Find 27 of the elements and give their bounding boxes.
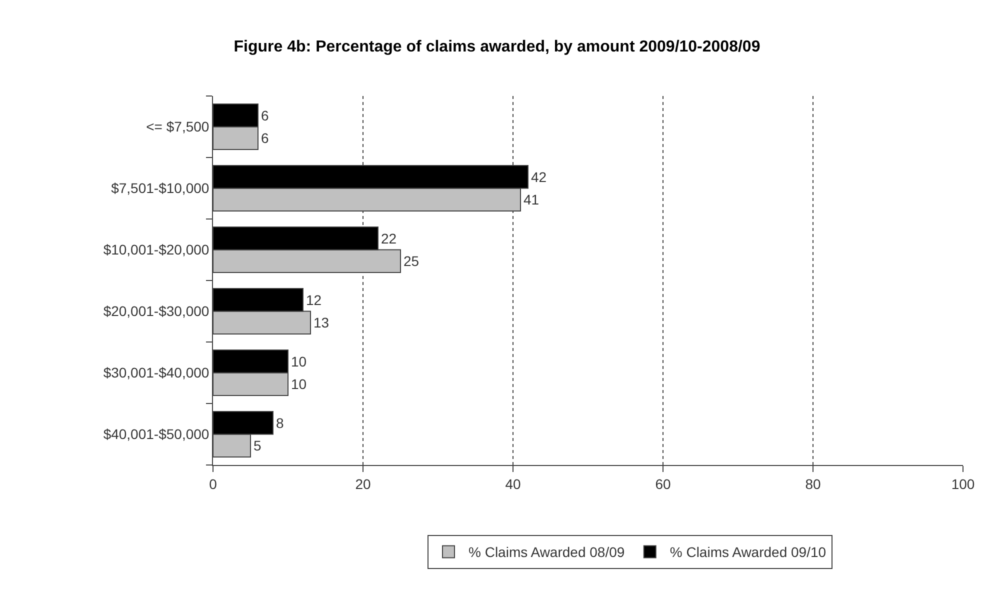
x-tick-label: 20: [355, 476, 371, 492]
y-tick-label: $7,501-$10,000: [111, 180, 210, 196]
x-tick-label: 40: [505, 476, 521, 492]
y-tick-label: $40,001-$50,000: [103, 426, 210, 442]
data-label: 42: [531, 168, 547, 185]
data-label: 6: [261, 107, 269, 124]
x-tick-label: 80: [805, 476, 821, 492]
data-label: 13: [314, 314, 330, 331]
x-tick-label: 100: [951, 476, 975, 492]
legend-label: % Claims Awarded 09/10: [670, 544, 826, 560]
data-label: 8: [276, 414, 284, 431]
y-tick-label: $30,001-$40,000: [103, 364, 210, 381]
x-tick-label: 0: [209, 476, 218, 492]
data-label: 22: [381, 230, 397, 246]
data-label: 10: [291, 376, 307, 392]
data-label: 25: [404, 253, 420, 270]
y-tick-label: $20,001-$30,000: [103, 303, 210, 320]
data-label: 5: [254, 438, 262, 454]
legend-label: % Claims Awarded 08/09: [468, 544, 625, 560]
data-label: 6: [261, 130, 269, 146]
x-tick-label: 60: [655, 476, 671, 492]
y-tick-label: $10,001-$20,000: [103, 242, 210, 258]
chart-title: Figure 4b: Percentage of claims awarded, by amount 2009/10-2008/09: [234, 38, 760, 56]
data-label: 41: [524, 192, 540, 208]
y-tick-label: <= $7,500: [146, 118, 210, 135]
data-label: 12: [306, 292, 322, 308]
data-label: 10: [291, 353, 307, 370]
